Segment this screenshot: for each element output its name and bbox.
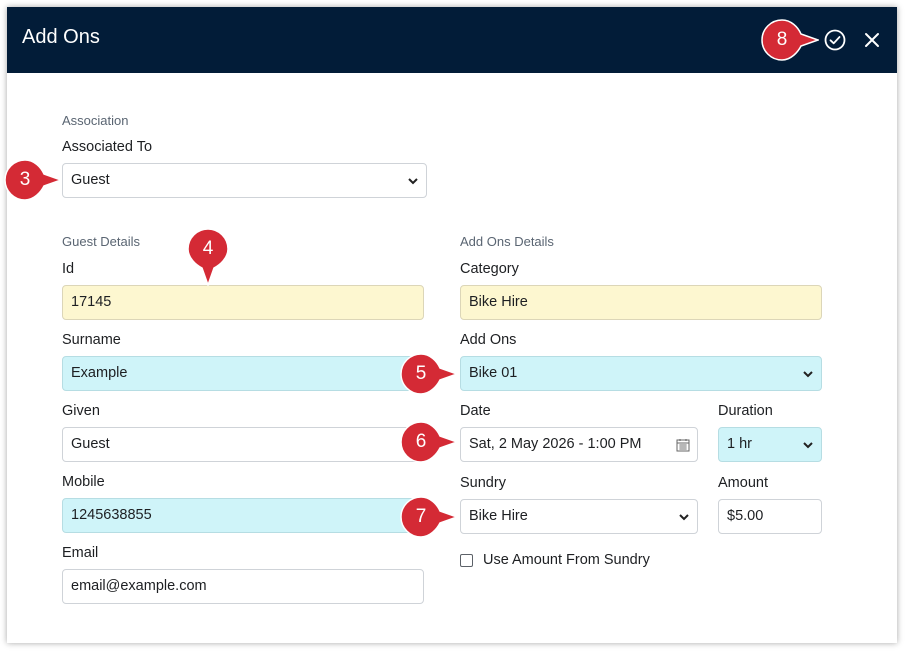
duration-select[interactable]: 1 hr — [718, 427, 822, 462]
callout-4: 4 — [187, 228, 229, 288]
amount-field[interactable]: $5.00 — [718, 499, 822, 534]
associated-to-value: Guest — [71, 172, 110, 188]
id-field[interactable]: 17145 — [62, 285, 424, 320]
chevron-down-icon — [408, 178, 418, 185]
given-field[interactable]: Guest — [62, 427, 424, 462]
email-label: Email — [62, 545, 99, 561]
callout-5: 5 — [400, 353, 460, 395]
id-label: Id — [62, 261, 75, 277]
guest-details-section-title: Guest Details — [62, 234, 141, 249]
callout-number: 5 — [415, 363, 427, 384]
callout-number: 3 — [19, 169, 31, 190]
chevron-down-icon — [679, 514, 689, 521]
mobile-label: Mobile — [62, 474, 105, 490]
dialog-title: Add Ons — [22, 26, 100, 48]
date-picker[interactable]: Sat, 2 May 2026 - 1:00 PM — [460, 427, 698, 462]
category-field[interactable]: Bike Hire — [460, 285, 822, 320]
email-field[interactable]: email@example.com — [62, 569, 424, 604]
dialog-header: Add Ons — [7, 7, 897, 73]
date-value: Sat, 2 May 2026 - 1:00 PM — [469, 436, 642, 452]
addons-label: Add Ons — [460, 332, 517, 348]
callout-number: 7 — [415, 506, 427, 527]
surname-field[interactable]: Example — [62, 356, 424, 391]
surname-label: Surname — [62, 332, 121, 348]
sundry-value: Bike Hire — [469, 508, 528, 524]
callout-6: 6 — [400, 421, 460, 463]
close-icon[interactable] — [860, 28, 884, 52]
callout-7: 7 — [400, 496, 460, 538]
callout-3: 3 — [4, 159, 64, 201]
callout-number: 4 — [202, 238, 214, 259]
add-ons-dialog: Add Ons — [7, 7, 897, 643]
given-label: Given — [62, 403, 100, 419]
callout-8: 8 — [761, 19, 821, 61]
duration-value: 1 hr — [727, 436, 752, 452]
callout-pointer-icon — [400, 353, 460, 395]
sundry-label: Sundry — [460, 475, 506, 491]
date-label: Date — [460, 403, 491, 419]
callout-number: 6 — [415, 431, 427, 452]
mobile-field[interactable]: 1245638855 — [62, 498, 424, 533]
callout-number: 8 — [776, 29, 788, 50]
calendar-icon[interactable] — [676, 438, 690, 452]
callout-pointer-icon — [187, 228, 229, 288]
category-label: Category — [460, 261, 519, 277]
check-circle-icon[interactable] — [823, 28, 847, 52]
callout-pointer-icon — [761, 19, 821, 61]
callout-pointer-icon — [400, 496, 460, 538]
addons-select[interactable]: Bike 01 — [460, 356, 822, 391]
associated-to-label: Associated To — [62, 139, 153, 155]
associated-to-select[interactable]: Guest — [62, 163, 427, 198]
amount-label: Amount — [718, 475, 768, 491]
chevron-down-icon — [803, 371, 813, 378]
callout-pointer-icon — [4, 159, 64, 201]
sundry-select[interactable]: Bike Hire — [460, 499, 698, 534]
duration-label: Duration — [718, 403, 773, 419]
association-section-title: Association — [62, 113, 129, 128]
chevron-down-icon — [803, 442, 813, 449]
use-amount-label: Use Amount From Sundry — [483, 552, 650, 568]
use-amount-checkbox[interactable] — [460, 554, 473, 567]
addons-value: Bike 01 — [469, 365, 518, 381]
callout-pointer-icon — [400, 421, 460, 463]
addon-details-section-title: Add Ons Details — [460, 234, 554, 249]
